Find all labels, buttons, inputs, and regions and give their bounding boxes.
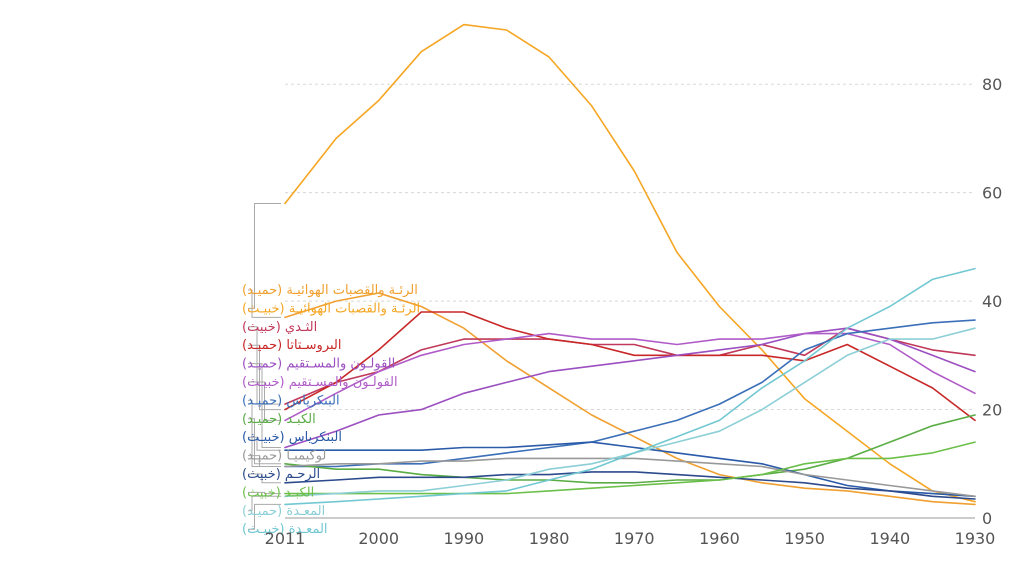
series-line xyxy=(284,311,976,422)
legend-entry: البنكرياس (حميـد) xyxy=(242,393,340,408)
series-line xyxy=(284,267,976,506)
series-line xyxy=(284,332,976,422)
legend-leader-line xyxy=(248,203,281,309)
x-tick-label: 2011 xyxy=(265,529,306,548)
series-lines xyxy=(284,23,976,506)
legend-leader-line xyxy=(248,289,281,318)
series-line xyxy=(284,441,976,495)
legend-entry: المعـدة (حميـد) xyxy=(242,504,325,519)
series-line xyxy=(284,441,976,498)
x-tick-label: 1960 xyxy=(699,529,740,548)
legend-entry: المعـدة (خبيـث) xyxy=(242,522,328,537)
grid-lines xyxy=(285,83,975,519)
legend-leader-line xyxy=(248,326,281,405)
series-line xyxy=(284,23,976,503)
x-tick-label: 1980 xyxy=(529,529,570,548)
x-tick-label: 1990 xyxy=(444,529,485,548)
legend-leader-line xyxy=(248,344,281,411)
x-tick-label: 1950 xyxy=(784,529,825,548)
y-tick-label: 60 xyxy=(982,184,1002,203)
legend-entry: الرحـم (خبيث) xyxy=(242,467,320,482)
legend-leader-line xyxy=(248,491,281,495)
legend-leader-line xyxy=(248,363,281,448)
y-tick-label: 80 xyxy=(982,75,1002,94)
y-tick-label: 20 xyxy=(982,401,1002,420)
y-tick-label: 0 xyxy=(982,509,992,528)
series-line xyxy=(284,457,976,498)
x-tick-label: 1930 xyxy=(955,529,996,548)
y-axis-ticks: 0 20 40 60 80 xyxy=(982,75,1002,528)
y-tick-label: 40 xyxy=(982,292,1002,311)
series-line xyxy=(284,319,976,468)
legend-entry: القولـون والمسـتقيم (حميـد) xyxy=(242,357,395,372)
legend-leader-line xyxy=(248,495,281,512)
legend-leader-line xyxy=(248,381,281,421)
series-line xyxy=(284,471,976,500)
legend-entry: البنكرياس (خبيـث) xyxy=(242,430,342,445)
legend-entry: لوكيميـا (حميـد) xyxy=(242,449,326,464)
legend-entry: الرئـة والقصبات الهوائيـة (حميـد) xyxy=(242,283,418,298)
series-line xyxy=(284,414,976,484)
legend-entry: الثـدي (خبيث) xyxy=(242,320,317,335)
x-tick-label: 1970 xyxy=(614,529,655,548)
legend-leader-line xyxy=(248,418,281,465)
legend-leader-line xyxy=(248,455,281,467)
legend-entry: الكبـد (خبيث) xyxy=(242,485,314,500)
legend-leaders xyxy=(248,203,281,530)
series-line xyxy=(284,292,976,506)
x-tick-label: 2000 xyxy=(358,529,399,548)
legend-leader-line xyxy=(248,473,281,484)
legend-entry: القولـون والمسـتقيم (خبيـث) xyxy=(242,375,398,390)
legend-entry: الكبـد (حميـد) xyxy=(242,412,316,427)
legend-entry: البروسـتاتا (حميـد) xyxy=(242,338,342,353)
legend-leader-line xyxy=(248,503,281,530)
legend-entry: الرئـة والقصبات الهوائيـة (خبيـث) xyxy=(242,301,420,316)
x-axis-ticks: 2011 2000 1990 1980 1970 1960 1950 1940 1930 xyxy=(265,529,996,548)
x-tick-label: 1940 xyxy=(869,529,910,548)
legend-leader-line xyxy=(248,436,281,451)
legend: الرئـة والقصبات الهوائيـة (حميـد) الرئـة … xyxy=(242,283,420,537)
